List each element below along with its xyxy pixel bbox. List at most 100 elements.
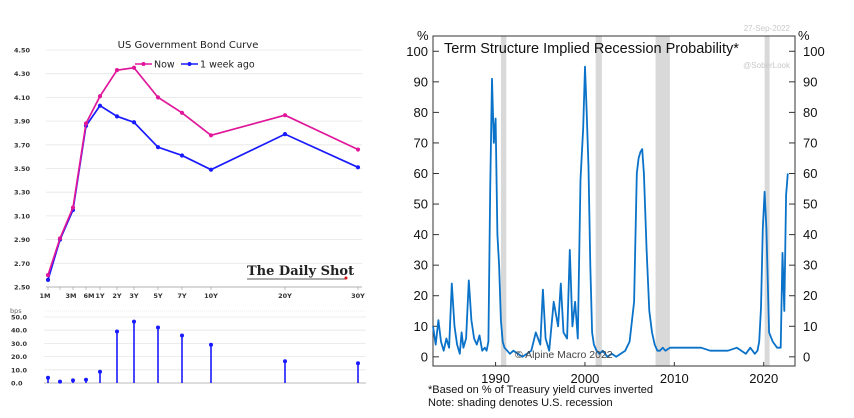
right-y-tick-label: 70 [803,135,817,150]
left-y-tick-label: 0 [421,349,428,364]
series-point [131,120,137,125]
right-y-tick-label: 0 [803,349,810,364]
left-y-tick-label: 60 [414,166,428,181]
top-gridlines [46,49,362,264]
series-line-week-ago [47,104,359,281]
series-point [282,132,288,137]
series-point [70,205,76,210]
footnote-2: Note: shading denotes U.S. recession [428,397,613,409]
recession-band [764,36,770,366]
top-x-tick-label: 6M [84,292,95,300]
series-point [114,114,120,119]
bps-point [71,378,75,383]
top-y-tick-label: 3.70 [14,141,31,149]
top-y-tick-label: 4.50 [14,47,31,55]
left-y-tick-label: 100 [406,44,428,59]
series-point [208,167,214,172]
right-chart-title: Term Structure Implied Recession Probabi… [444,41,739,57]
bps-point [356,361,360,366]
watermark-handle: @SoberLook [743,61,791,70]
x-tick-label: 1990 [481,371,510,386]
right-x-axis: 1990 2000 2010 2020 [481,362,778,386]
top-x-tick-label: 3Y [129,292,139,300]
top-y-tick-label: 3.90 [14,118,31,126]
bps-point [115,329,119,334]
probability-line [432,65,789,358]
bps-point [180,333,184,338]
bps-point [132,319,136,324]
recession-band [500,36,507,366]
right-y-tick-label: 90 [803,74,817,89]
left-y-tick-label: 50 [414,197,428,212]
series-point [179,153,185,158]
footnote-1: *Based on % of Treasury yield curves inv… [428,384,653,396]
top-y-tick-label: 4.10 [14,94,31,102]
series-point [45,277,51,282]
top-x-axis: 1M 3M 6M 1Y 2Y 3Y 5Y 7Y 10Y 20Y 30Y [40,286,365,300]
bps-y-tick-label: 10.0 [11,366,28,374]
series-point [208,133,214,138]
legend-week-label: 1 week ago [200,60,255,71]
left-percent-label: % [417,28,429,43]
series-point [97,94,103,99]
recession-shading [500,36,770,366]
left-y-tick-label: 40 [414,227,428,242]
legend-now-marker [141,62,146,66]
bps-y-tick-label: 50.0 [11,314,28,322]
bps-point [46,375,50,380]
top-x-tick-label: 30Y [351,292,365,300]
legend-week-marker [187,62,192,66]
copyright-text: © Alpine Macro 2022 [515,349,613,361]
series-point [57,236,63,241]
top-y-tick-label: 3.50 [14,165,31,173]
right-y-tick-label: 40 [803,227,817,242]
left-y-tick-label: 20 [414,288,428,303]
bps-y-tick-label: 20.0 [11,353,28,361]
recession-band [655,36,670,366]
series-point [83,121,89,126]
right-y-tick-label: 80 [803,105,817,120]
series-point [282,113,288,118]
left-y-tick-label: 80 [414,105,428,120]
bps-y-tick-label: 0.0 [11,380,23,388]
top-x-tick-label: 2Y [112,292,122,300]
daily-shot-brand: The Daily Shot [247,264,354,280]
brand-dot [344,276,348,280]
top-y-axis: 2.50 2.70 2.90 3.10 3.30 3.50 3.70 3.90 4.10 4.30… [14,47,31,292]
chart-title: US Government Bond Curve [118,40,259,51]
recession-probability-series [432,65,789,358]
bps-stems [46,319,360,384]
left-y-tick-label: 30 [414,258,428,273]
right-y-tick-label: 10 [803,319,817,334]
bps-y-tick-label: 40.0 [11,327,28,335]
legend: Now 1 week ago [135,60,255,71]
top-x-tick-label: 5Y [153,292,163,300]
series-point [155,95,161,100]
right-y-tick-label: 30 [803,258,817,273]
left-y-tick-label: 70 [414,135,428,150]
watermark-date: 27-Sep-2022 [744,24,791,33]
top-y-tick-label: 2.90 [14,236,31,244]
bps-label: bps [10,307,22,315]
right-y-tick-label: 50 [803,197,817,212]
series-line-now [47,66,359,276]
top-x-tick-label: 7Y [177,292,187,300]
right-plot-frame [432,35,796,367]
top-x-tick-label: 10Y [204,292,218,300]
top-x-tick-label: 1Y [95,292,105,300]
x-tick-label: 2000 [570,371,599,386]
bps-point [156,325,160,330]
bps-point [283,359,287,364]
bps-y-tick-label: 30.0 [11,340,28,348]
bps-gridlines [44,310,366,384]
bps-point [84,377,88,382]
top-y-tick-label: 3.10 [14,212,31,220]
recession-band [595,36,602,366]
left-y-tick-label: 90 [414,74,428,89]
right-y-tick-label: 100 [803,44,825,59]
top-y-tick-label: 3.30 [14,189,31,197]
top-y-tick-label: 4.30 [14,70,31,78]
series-point [355,147,361,152]
top-y-tick-label: 2.70 [14,260,31,268]
top-y-tick-label: 2.50 [14,284,31,292]
